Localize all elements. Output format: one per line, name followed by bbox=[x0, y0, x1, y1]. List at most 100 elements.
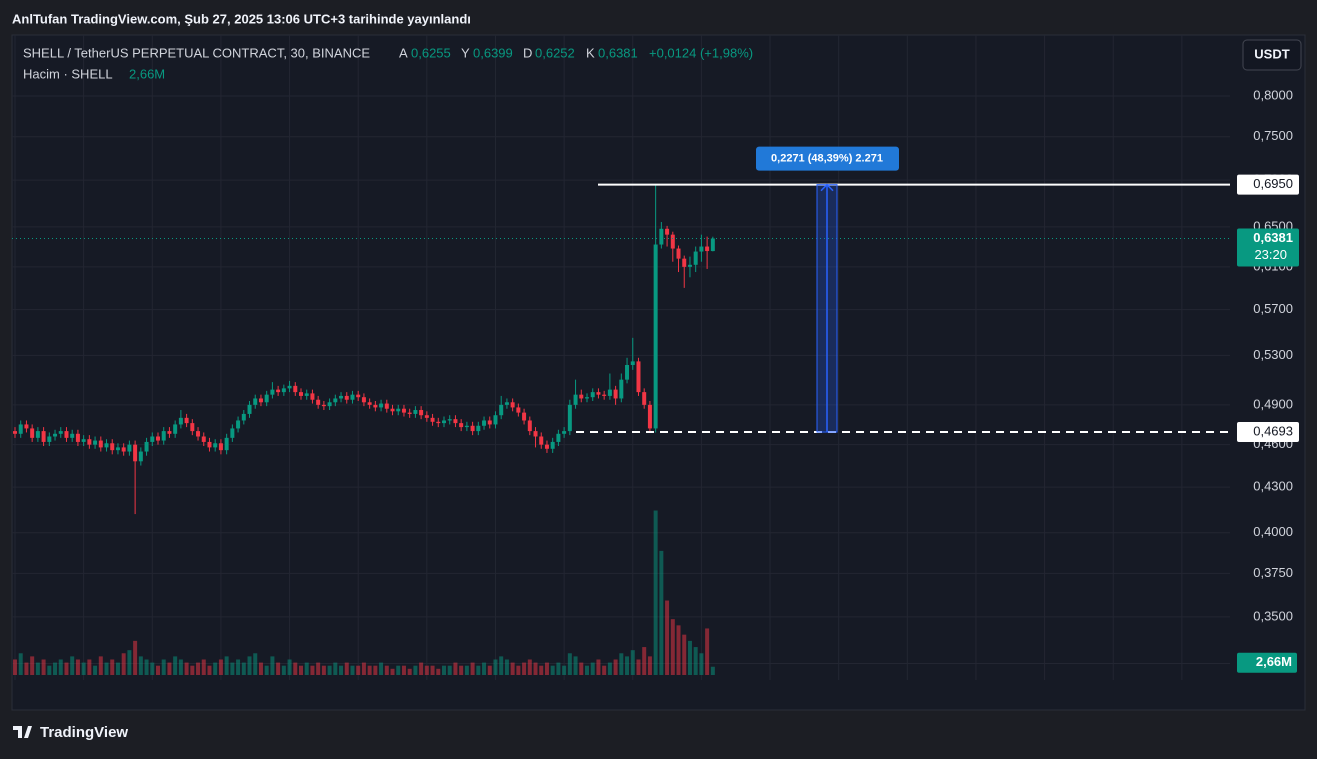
candle-body bbox=[459, 423, 464, 428]
volume-bar bbox=[510, 662, 515, 675]
candle-body bbox=[184, 417, 189, 424]
volume-bar bbox=[321, 665, 326, 675]
volume-bar bbox=[401, 665, 406, 675]
volume-bar bbox=[196, 662, 201, 675]
volume-bar bbox=[344, 662, 349, 675]
candle-body bbox=[35, 431, 40, 438]
candle-body bbox=[87, 439, 92, 445]
volume-bar bbox=[613, 659, 618, 675]
volume-bar bbox=[687, 640, 692, 675]
last-price-label: 0,6381 bbox=[1253, 230, 1293, 245]
volume-bar bbox=[224, 656, 229, 675]
volume-bar bbox=[602, 665, 607, 675]
candle-body bbox=[70, 433, 75, 438]
volume-bar bbox=[201, 659, 206, 675]
volume-bar bbox=[207, 665, 212, 675]
volume-bar bbox=[316, 662, 321, 675]
y-tick-label: 0,7500 bbox=[1253, 128, 1293, 143]
candle-body bbox=[270, 389, 275, 395]
candle-body bbox=[527, 420, 532, 432]
candle-body bbox=[619, 379, 624, 399]
candle-body bbox=[218, 443, 223, 451]
volume-bar bbox=[482, 662, 487, 675]
volume-axis-label: 2,66M bbox=[1256, 654, 1292, 669]
volume-bar bbox=[556, 662, 561, 675]
candle-body bbox=[276, 389, 281, 393]
candle-body bbox=[81, 439, 86, 442]
volume-bar bbox=[58, 659, 63, 675]
candle-body bbox=[665, 228, 670, 235]
volume-bar bbox=[573, 656, 578, 675]
candle-body bbox=[504, 402, 509, 405]
volume-bar bbox=[47, 665, 52, 675]
candle-body bbox=[464, 425, 469, 428]
volume-bar bbox=[310, 665, 315, 675]
volume-bar bbox=[133, 640, 138, 675]
volume-bar bbox=[396, 665, 401, 675]
candle-body bbox=[121, 447, 126, 452]
candle-body bbox=[173, 424, 178, 434]
volume-bar bbox=[682, 634, 687, 675]
candle-body bbox=[687, 264, 692, 267]
candle-body bbox=[98, 440, 103, 448]
logo: TradingView bbox=[13, 724, 128, 741]
candle-body bbox=[424, 415, 429, 418]
volume-bar bbox=[630, 650, 635, 675]
volume-bar bbox=[544, 662, 549, 675]
candle-body bbox=[150, 436, 155, 442]
volume-bar bbox=[590, 662, 595, 675]
volume-bar bbox=[504, 659, 509, 675]
symbol: SHELL / TetherUS PERPETUAL CONTRACT, 30,… bbox=[23, 45, 370, 60]
candle-body bbox=[396, 408, 401, 412]
candle-body bbox=[196, 431, 201, 437]
volume-name: Hacim · SHELL bbox=[23, 66, 113, 81]
volume-bar bbox=[499, 656, 504, 675]
candle-body bbox=[579, 394, 584, 399]
volume-bar bbox=[579, 662, 584, 675]
candle-body bbox=[321, 404, 326, 407]
candle-body bbox=[413, 410, 418, 414]
volume-bar bbox=[453, 662, 458, 675]
candle-body bbox=[522, 412, 527, 421]
volume-bar bbox=[527, 659, 532, 675]
candle-body bbox=[493, 415, 498, 425]
chart-area bbox=[11, 34, 1306, 711]
volume-bar bbox=[167, 662, 172, 675]
candle-body bbox=[356, 394, 361, 398]
price-axis: 0,80000,75000,70000,65000,61000,57000,53… bbox=[1237, 87, 1299, 673]
y-tick-label: 0,5700 bbox=[1253, 301, 1293, 316]
candle-body bbox=[607, 389, 612, 396]
volume-bar bbox=[173, 656, 178, 675]
measure-label: 0,2271 (48,39%) 2.271 bbox=[771, 153, 883, 165]
currency-label[interactable]: USDT bbox=[1254, 46, 1289, 61]
volume-bar bbox=[619, 653, 624, 675]
volume-bar bbox=[407, 668, 412, 675]
currency-button[interactable] bbox=[1242, 39, 1302, 71]
candle-body bbox=[327, 402, 332, 407]
candle-body bbox=[47, 436, 52, 442]
candle-body bbox=[516, 407, 521, 413]
candle-body bbox=[287, 385, 292, 389]
volume-bar bbox=[470, 662, 475, 675]
volume-bar bbox=[447, 665, 452, 675]
volume-bar bbox=[676, 625, 681, 675]
y-tick-label: 0,3500 bbox=[1253, 608, 1293, 623]
candle-body bbox=[110, 443, 115, 451]
candle-body bbox=[224, 437, 229, 451]
candle-body bbox=[24, 424, 29, 429]
volume-bar bbox=[293, 662, 298, 675]
volume-bar bbox=[350, 665, 355, 675]
line-label-box bbox=[1237, 422, 1299, 443]
candle-body bbox=[642, 392, 647, 405]
candle-body bbox=[316, 399, 321, 405]
candle-body bbox=[53, 433, 58, 437]
candle-body bbox=[373, 404, 378, 408]
volume-bar bbox=[642, 647, 647, 675]
volume-bar bbox=[70, 656, 75, 675]
volume-bar bbox=[230, 662, 235, 675]
volume-bar bbox=[93, 665, 98, 675]
y-tick-label: 0,4300 bbox=[1253, 479, 1293, 494]
countdown: 23:20 bbox=[1254, 247, 1287, 262]
